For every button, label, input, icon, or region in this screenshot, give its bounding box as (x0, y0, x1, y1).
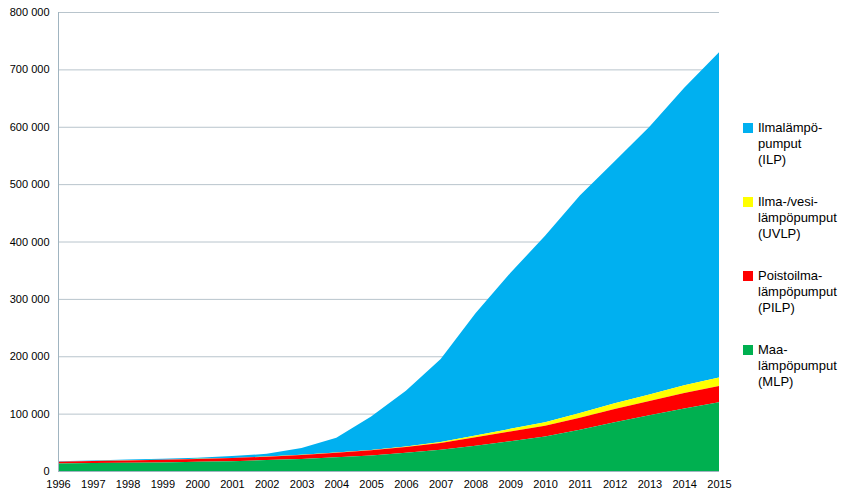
html-text:(MLP): (MLP) (758, 374, 794, 389)
svg-text:700 000: 700 000 (10, 63, 50, 75)
svg-text:2006: 2006 (394, 478, 418, 490)
html-text:pumput: pumput (758, 136, 802, 151)
svg-text:1996: 1996 (46, 478, 70, 490)
html-text:lämpöpumput: lämpöpumput (758, 210, 837, 225)
svg-text:2014: 2014 (672, 478, 696, 490)
svg-text:2003: 2003 (290, 478, 314, 490)
svg-text:2009: 2009 (499, 478, 523, 490)
svg-text:1997: 1997 (81, 478, 105, 490)
svg-text:200 000: 200 000 (10, 350, 50, 362)
svg-text:400 000: 400 000 (10, 236, 50, 248)
html-text:(PILP): (PILP) (758, 300, 795, 315)
html-text:Ilmalämpö-: Ilmalämpö- (758, 120, 823, 135)
svg-text:1999: 1999 (151, 478, 175, 490)
html-text:Ilma-/vesi-: Ilma-/vesi- (758, 194, 818, 209)
html-text:(UVLP): (UVLP) (758, 226, 801, 241)
svg-text:600 000: 600 000 (10, 121, 50, 133)
svg-text:2011: 2011 (569, 478, 593, 490)
svg-text:2010: 2010 (533, 478, 557, 490)
svg-text:100 000: 100 000 (10, 408, 50, 420)
svg-text:2015: 2015 (707, 478, 731, 490)
svg-text:2012: 2012 (603, 478, 627, 490)
svg-text:800 000: 800 000 (10, 6, 50, 18)
svg-text:2000: 2000 (185, 478, 209, 490)
html-text:Poistoilma-: Poistoilma- (758, 268, 823, 283)
svg-text:2007: 2007 (429, 478, 453, 490)
svg-text:2008: 2008 (464, 478, 488, 490)
svg-text:2002: 2002 (255, 478, 279, 490)
svg-text:2005: 2005 (359, 478, 383, 490)
svg-text:0: 0 (43, 465, 49, 477)
svg-text:500 000: 500 000 (10, 178, 50, 190)
html-text:Maa-: Maa- (758, 342, 788, 357)
html-text:(ILP): (ILP) (758, 152, 787, 167)
svg-text:300 000: 300 000 (10, 293, 50, 305)
svg-text:1998: 1998 (116, 478, 140, 490)
html-text:lämpöpumput: lämpöpumput (758, 284, 837, 299)
svg-text:2004: 2004 (325, 478, 349, 490)
svg-text:2013: 2013 (638, 478, 662, 490)
svg-text:2001: 2001 (220, 478, 244, 490)
html-text:lämpöpumput: lämpöpumput (758, 358, 837, 373)
